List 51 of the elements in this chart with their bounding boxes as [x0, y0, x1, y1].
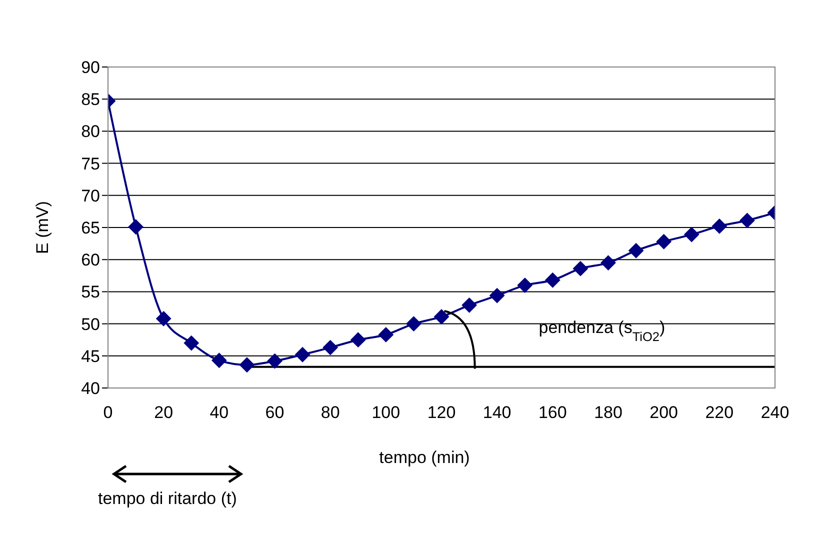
point — [156, 311, 172, 326]
text: tempo di ritardo (t) — [98, 489, 237, 508]
point — [434, 309, 449, 324]
x-tick-label: 180 — [594, 403, 622, 422]
x-tick-label: 200 — [650, 403, 678, 422]
x-tick-label: 40 — [210, 403, 229, 422]
point — [322, 340, 338, 356]
x-tick-label: 140 — [482, 403, 512, 422]
point — [628, 243, 644, 258]
point — [684, 227, 700, 242]
y-tick-label: 55 — [81, 282, 100, 302]
y-tick-label: 70 — [81, 186, 100, 206]
annotation: pendenza (s$_{TiO2}$) — [538, 318, 666, 344]
y-tick-label: 45 — [81, 346, 100, 366]
y-axis-title: E (mV) — [33, 201, 52, 254]
x-tick-label: 120 — [427, 403, 456, 422]
x-axis-title: tempo (min) — [379, 448, 470, 467]
x-tick-label: 100 — [372, 403, 400, 422]
point — [517, 278, 532, 293]
point — [184, 336, 199, 351]
y-tick-label: 75 — [81, 154, 100, 174]
point — [740, 212, 755, 228]
point — [267, 354, 282, 369]
x-tick-label: 160 — [538, 403, 567, 422]
point — [295, 347, 310, 362]
point — [239, 357, 254, 372]
point — [462, 298, 477, 313]
point — [350, 332, 366, 348]
point — [600, 255, 616, 270]
x-tick-label: 60 — [265, 403, 284, 422]
x-tick-label: 220 — [705, 403, 734, 422]
y-tick-label: 50 — [81, 314, 100, 334]
point — [212, 352, 227, 368]
point — [128, 219, 144, 234]
y-tick-label: 80 — [81, 122, 100, 142]
y-tick-label: 65 — [81, 218, 100, 238]
x-tick-label: 0 — [103, 403, 113, 422]
x-tick-label: 240 — [760, 403, 790, 422]
y-tick-label: 85 — [81, 90, 100, 110]
point — [545, 272, 560, 288]
y-tick-label: 60 — [81, 250, 100, 270]
x-tick-label: 20 — [154, 403, 174, 422]
point — [406, 316, 422, 332]
y-tick-label: 40 — [81, 379, 100, 398]
point — [378, 327, 394, 342]
y-tick-label: 90 — [81, 58, 100, 78]
point — [490, 288, 505, 304]
point — [572, 261, 588, 276]
point — [712, 218, 727, 234]
point — [656, 234, 672, 250]
x-tick-label: 80 — [320, 403, 340, 422]
